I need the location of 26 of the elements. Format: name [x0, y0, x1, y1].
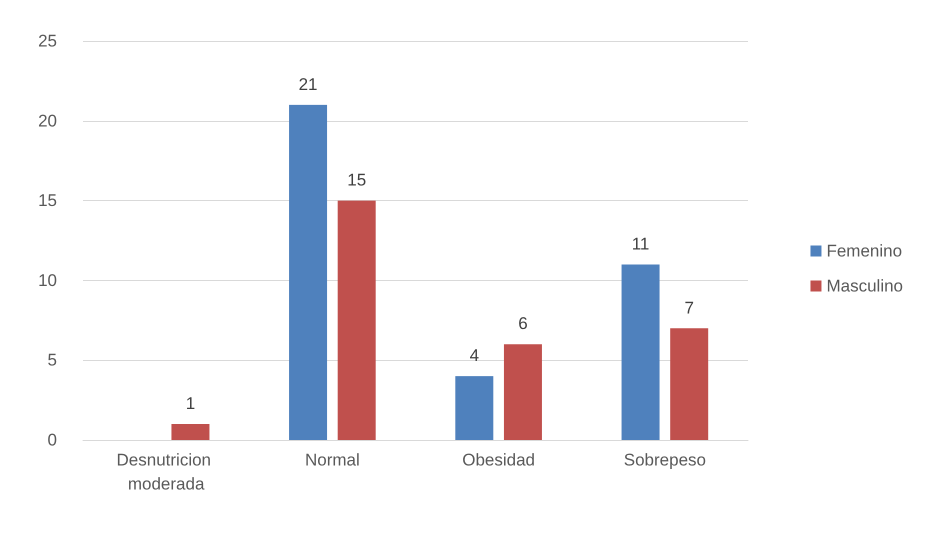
- data-label: 4: [470, 346, 480, 366]
- y-tick-label: 0: [48, 430, 57, 450]
- data-label: 6: [518, 314, 528, 334]
- bar: [171, 424, 210, 440]
- y-tick-label: 10: [38, 270, 57, 290]
- data-label: 11: [632, 234, 650, 254]
- legend-label: Masculino: [826, 276, 904, 296]
- y-tick-label: 5: [48, 350, 57, 370]
- bar: [622, 264, 660, 440]
- legend-label: Femenino: [826, 242, 902, 260]
- bar: [504, 344, 542, 440]
- x-tick-label: Normal: [304, 450, 360, 470]
- data-label: 7: [684, 298, 694, 318]
- data-label: 15: [347, 170, 366, 190]
- y-tick-label: 15: [38, 191, 57, 210]
- bar: [338, 200, 376, 440]
- y-tick-label: 20: [38, 111, 57, 130]
- y-tick-label: 25: [38, 32, 57, 50]
- bar: [455, 376, 494, 440]
- data-label: 1: [186, 394, 196, 414]
- x-tick-label: Obesidad: [462, 450, 536, 470]
- bar: [670, 328, 708, 440]
- x-tick-label: Desnutricion moderada: [116, 450, 216, 494]
- x-tick-label: Sobrepeso: [624, 450, 706, 470]
- bar: [289, 104, 328, 440]
- data-label: 21: [298, 74, 318, 94]
